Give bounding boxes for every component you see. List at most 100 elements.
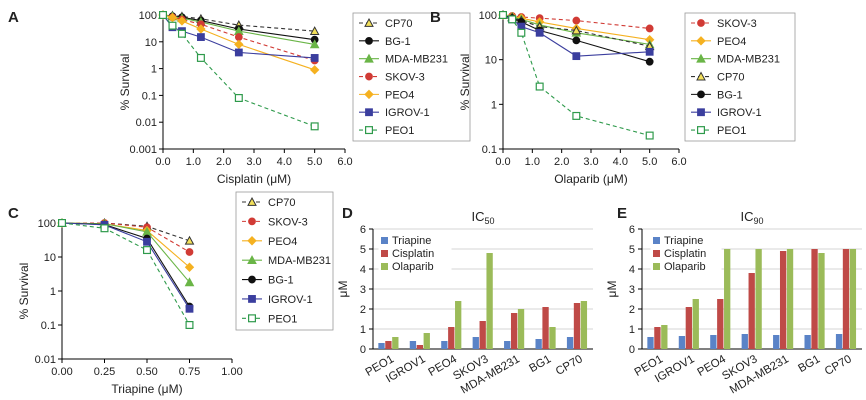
series-line-peo1 [162, 14, 315, 127]
data-point [234, 93, 243, 102]
data-point [645, 57, 654, 66]
bar-cisplatin [510, 313, 518, 349]
y-tick-label: 4 [629, 264, 635, 276]
legend [650, 233, 722, 277]
y-tick-label: 6 [360, 224, 366, 236]
legend-label: Cisplatin [392, 248, 434, 260]
x-axis-label: Cisplatin (μM) [217, 172, 291, 186]
data-point [234, 33, 243, 41]
legend-swatch [381, 250, 388, 257]
y-tick-label: 4 [360, 264, 366, 276]
y-tick-label: 6 [629, 224, 635, 236]
bar-triapine [773, 335, 780, 349]
legend-marker [248, 217, 256, 226]
bar-triapine [472, 337, 479, 349]
bar-triapine [441, 341, 448, 349]
x-tick-label: 5.0 [307, 156, 322, 168]
bar-olaparib [517, 309, 525, 349]
legend-label: IGROV-1 [385, 107, 430, 119]
panel-letter-a: A [8, 9, 19, 26]
bar-triapine [741, 334, 748, 349]
bar-triapine [504, 341, 511, 349]
y-tick-label: 0 [360, 344, 366, 356]
bar-olaparib [661, 325, 668, 349]
legend-label: PEO4 [268, 236, 297, 248]
bar-triapine [535, 339, 542, 349]
x-tick-label: 4.0 [613, 156, 628, 168]
legend-label: CP70 [717, 72, 745, 84]
category-label: CP70 [823, 353, 854, 378]
y-axis-label: % Survival [118, 54, 132, 111]
data-point [645, 47, 654, 56]
bar-olaparib [755, 249, 762, 349]
data-point [535, 82, 544, 91]
x-tick-label: 0.75 [179, 366, 200, 378]
data-point [309, 39, 320, 49]
legend-label: IGROV-1 [717, 107, 762, 119]
bar-olaparib [724, 249, 731, 349]
data-point [517, 28, 526, 37]
data-point [196, 53, 205, 62]
legend-marker [364, 53, 374, 63]
bar-olaparib [849, 249, 857, 349]
bar-cisplatin [448, 327, 455, 349]
y-tick-label: 5 [629, 244, 635, 256]
legend-marker [696, 126, 705, 135]
y-tick-label: 3 [360, 284, 366, 296]
data-point [508, 15, 517, 24]
data-point [143, 237, 151, 246]
legend-marker [364, 89, 374, 100]
data-point [185, 321, 194, 330]
bar-triapine [835, 334, 843, 349]
bar-cisplatin [779, 251, 787, 349]
legend-marker [248, 295, 256, 303]
y-tick-label: 100 [479, 10, 497, 22]
y-tick-label: 5 [360, 244, 366, 256]
x-tick-label: 2.0 [216, 156, 231, 168]
bar-triapine [378, 343, 385, 349]
y-axis-label: μM [605, 281, 619, 298]
legend-marker [365, 126, 374, 135]
y-tick-label: 0.01 [136, 117, 157, 129]
bar-olaparib [786, 249, 794, 349]
y-tick-label: 10 [44, 252, 56, 264]
data-point [309, 65, 320, 75]
bar-olaparib [486, 253, 493, 349]
legend-label: PEO1 [385, 125, 414, 137]
bar-triapine [647, 337, 654, 349]
legend-label: BG-1 [268, 275, 294, 287]
series-line-peo1 [61, 222, 190, 326]
x-tick-label: 1.00 [221, 366, 242, 378]
legend-marker [247, 236, 257, 246]
y-tick-label: 0.1 [482, 144, 497, 156]
bar-olaparib [549, 327, 556, 349]
legend [378, 233, 452, 277]
data-point [309, 26, 320, 36]
y-tick-label: 100 [139, 10, 157, 22]
legend-marker [697, 19, 705, 27]
data-point [572, 52, 581, 61]
data-point [177, 16, 187, 26]
data-point [100, 224, 109, 233]
legend-marker [365, 72, 373, 81]
bar-olaparib [580, 301, 588, 349]
legend-label: Triapine [664, 235, 703, 247]
legend-label: MDA-MB231 [385, 54, 448, 66]
data-point [310, 54, 319, 62]
y-tick-label: 0.1 [41, 320, 56, 332]
bar-triapine [710, 335, 717, 349]
data-point [184, 277, 195, 287]
data-point [184, 235, 195, 245]
panel-letter-d: D [342, 205, 353, 222]
y-tick-label: 1 [50, 286, 56, 298]
legend-swatch [381, 263, 388, 270]
data-point [167, 12, 178, 23]
data-point [196, 24, 206, 34]
x-tick-label: 0.0 [495, 156, 510, 168]
legend-swatch [653, 237, 660, 244]
chart-title: IC50 [471, 209, 494, 226]
y-tick-label: 10 [485, 55, 497, 67]
legend-label: CP70 [268, 197, 296, 209]
y-tick-label: 2 [629, 304, 635, 316]
chart-title-main: IC [740, 209, 753, 224]
